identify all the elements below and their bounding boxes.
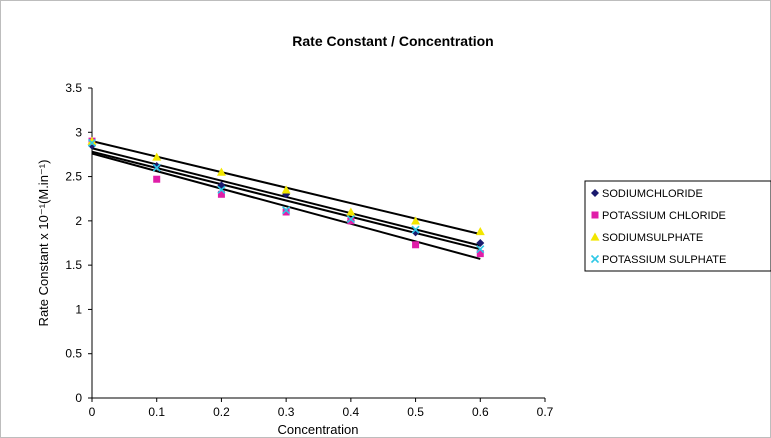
data-point [152, 163, 161, 172]
data-point [347, 217, 355, 225]
data-point [346, 207, 356, 216]
data-point [87, 138, 97, 147]
data-point [412, 241, 420, 249]
legend-marker [590, 232, 600, 241]
data-point [411, 228, 420, 237]
x-ticks: 0 0.1 0.2 0.3 0.4 0.5 0.6 0.7 [89, 398, 554, 419]
y-tick-label: 3 [75, 125, 82, 139]
y-axis-title: Rate Constant x 10⁻¹(M.in⁻¹) [36, 160, 51, 327]
plot-area: 0 0.5 1 1.5 2 2.5 3 3.5 0 0.1 0.2 0.3 0.4 0.5 0.6 0.7 [65, 81, 553, 419]
y-tick-label: 2.5 [65, 170, 82, 184]
trendline [91, 152, 481, 260]
legend-label: SODIUMSULPHATE [602, 232, 703, 244]
legend-label: POTASSIUM CHLORIDE [602, 210, 726, 222]
legend-label: POTASSIUM SULPHATE [602, 254, 726, 266]
data-point [475, 226, 485, 236]
data-point [411, 225, 420, 234]
legend-box [584, 180, 771, 272]
y-tick-label: 1 [75, 302, 82, 316]
data-point [216, 167, 226, 176]
data-point [153, 175, 161, 183]
x-tick-label: 0.4 [343, 405, 360, 419]
data-point [476, 245, 485, 254]
x-tick-label: 0.5 [407, 405, 424, 419]
chart-title: Rate Constant / Concentration [292, 33, 493, 49]
x-tick-label: 0 [89, 405, 96, 419]
y-tick-label: 0 [75, 391, 82, 405]
x-tick-label: 0.7 [537, 405, 554, 419]
y-tick-label: 0.5 [65, 347, 82, 361]
legend: SODIUMCHLORIDE POTASSIUM CHLORIDE SODIUMSU… [584, 180, 771, 272]
x-tick-label: 0.1 [148, 405, 165, 419]
y-tick-label: 2 [75, 214, 82, 228]
data-points [87, 136, 485, 258]
data-point [217, 190, 225, 198]
x-axis-title: Concentration [278, 422, 359, 437]
legend-marker [590, 254, 600, 264]
trendlines [91, 140, 481, 260]
data-point [217, 185, 226, 194]
data-point [87, 136, 97, 145]
data-point [152, 152, 162, 161]
x-tick-label: 0.2 [213, 405, 230, 419]
x-tick-label: 0.6 [472, 405, 489, 419]
x-tick-label: 0.3 [278, 405, 295, 419]
data-point [152, 161, 161, 170]
data-point [346, 215, 355, 224]
legend-label: SODIUMCHLORIDE [602, 188, 703, 200]
y-ticks: 0 0.5 1 1.5 2 2.5 3 3.5 [65, 81, 92, 405]
trendline [91, 150, 481, 251]
y-tick-label: 3.5 [65, 81, 82, 95]
legend-marker [591, 211, 599, 219]
data-point [476, 239, 485, 247]
data-point [281, 185, 291, 194]
data-point [282, 208, 290, 216]
data-point [282, 206, 291, 215]
data-point [411, 216, 421, 225]
legend-marker [591, 189, 599, 197]
data-point [476, 250, 484, 258]
y-tick-label: 1.5 [65, 258, 82, 272]
